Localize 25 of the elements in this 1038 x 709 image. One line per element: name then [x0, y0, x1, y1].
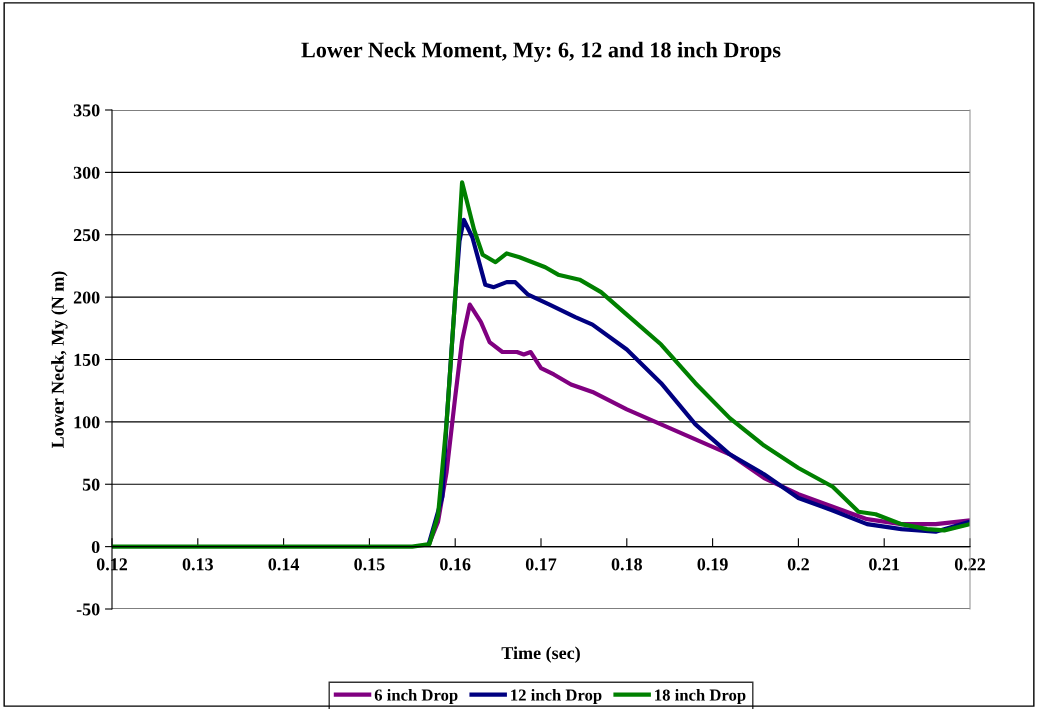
y-tick-label: 250	[73, 229, 100, 242]
x-tick-label: 0.22	[954, 558, 986, 571]
y-tick-label: 100	[74, 416, 100, 429]
y-tick-label: 150	[74, 353, 100, 366]
x-tick-label: 0.14	[268, 558, 300, 571]
legend-label: 18 inch Drop	[655, 688, 746, 705]
x-tick-label: 0.19	[697, 558, 728, 571]
x-tick-label: 0.13	[182, 558, 213, 571]
x-tick-label: 0.17	[525, 558, 557, 571]
legend-label: 12 inch Drop	[511, 688, 602, 705]
x-tick-label: 0.21	[869, 558, 900, 571]
legend-label: 6 inch Drop	[374, 688, 458, 705]
x-tick-label: 0.2	[787, 558, 809, 571]
y-tick-label: 50	[82, 478, 100, 491]
y-tick-label: 0	[91, 540, 100, 554]
x-axis-title: Time (sec)	[501, 646, 580, 663]
y-tick-label: 300	[73, 166, 100, 179]
x-tick-label: 0.18	[611, 558, 642, 571]
y-tick-label: 200	[73, 291, 100, 304]
x-tick-label: 0.16	[440, 558, 471, 571]
chart-title: Lower Neck Moment, My: 6, 12 and 18 inch Drops	[301, 41, 781, 63]
y-axis-title: Lower Neck, My (N m)	[51, 271, 68, 449]
y-tick-label: -50	[76, 603, 100, 616]
y-tick-label: 350	[73, 104, 100, 117]
x-tick-label: 0.15	[354, 558, 385, 571]
